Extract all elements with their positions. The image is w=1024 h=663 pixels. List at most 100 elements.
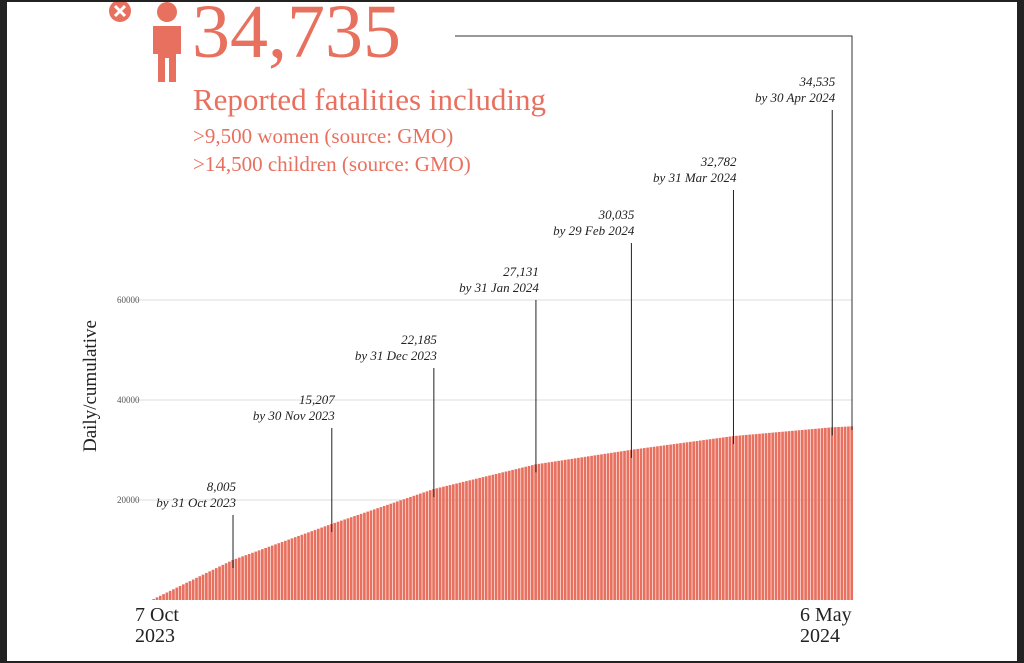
bar [425,491,429,600]
bar [689,441,692,600]
bar [567,459,570,600]
bar [498,473,501,600]
bar [672,444,676,600]
bar [662,445,666,600]
bar [639,448,643,600]
bar [718,437,722,600]
bar [356,514,360,600]
bar [527,465,531,600]
bar [705,439,709,600]
bar [363,512,366,600]
bar [451,484,455,600]
bar [774,432,778,600]
bar [563,459,567,600]
bar [386,504,389,600]
bar [201,574,205,600]
annotation-date: by 31 Mar 2024 [653,170,737,185]
bar [237,557,241,600]
bar [353,516,356,600]
bar [284,540,287,600]
bar [725,436,728,600]
bar [372,509,376,600]
bar [777,431,781,600]
bar [224,563,228,600]
bar [214,568,218,600]
bar [422,492,426,600]
bar [415,494,419,600]
bar [656,446,659,600]
bar [847,426,850,600]
bar [205,572,208,600]
bar [392,502,396,600]
bar [685,442,689,600]
bar [481,477,485,600]
bar [537,463,541,600]
bar [475,478,478,600]
bar [316,528,320,600]
bar [307,532,310,600]
annotation-value: 30,035 [598,207,635,222]
bar [800,429,804,600]
bar [333,522,337,600]
bar [330,523,333,600]
bar [570,458,574,600]
bar [695,440,699,600]
bar [297,535,300,600]
bar [313,529,317,600]
bar [642,448,646,600]
bar [629,449,633,600]
annotation-value: 34,535 [798,74,835,89]
y-tick-label: 60000 [117,295,140,305]
bar [646,447,649,600]
bar [435,488,439,600]
x-end-day: 6 May [800,604,852,626]
bar [162,594,165,600]
y-tick-label: 40000 [117,395,140,405]
bar [606,453,610,600]
bar [791,430,794,600]
x-start-day: 7 Oct [135,604,179,626]
annotation-value: 27,131 [503,264,539,279]
bar [218,566,221,600]
annotation-date: by 31 Jan 2024 [459,280,539,295]
bar [491,474,495,600]
bar [293,537,297,600]
bar [797,430,801,600]
bar [577,457,580,600]
bar [438,487,442,600]
x-end-date: 6 May 2024 [800,605,852,647]
bar [715,438,719,600]
bar [514,469,518,600]
bar [540,463,544,600]
bar [764,433,768,600]
bar [824,427,827,600]
close-circle-icon [109,2,131,22]
bar [320,527,323,600]
header-subtitle: Reported fatalities including [193,82,546,117]
bar [748,434,751,600]
bar [544,462,547,600]
annotation-date: by 30 Nov 2023 [253,408,335,423]
bar [804,429,807,600]
bar [448,485,452,600]
bar [669,444,672,600]
bar [830,427,834,600]
bar [195,577,198,600]
bar [745,434,748,600]
bar [465,481,468,600]
women-note: >9,500 women (source: GMO) [193,124,454,148]
bar [208,571,212,600]
bar [600,454,603,600]
bar [659,445,663,600]
bar [675,443,679,600]
bar [738,435,742,600]
bar [728,436,732,600]
bar [379,507,383,600]
bar [560,460,564,600]
bar [573,458,577,600]
total-fatalities: 34,735 [192,2,401,74]
bar [181,584,185,600]
bar [557,460,561,600]
bar [787,431,791,600]
bar [817,428,821,600]
